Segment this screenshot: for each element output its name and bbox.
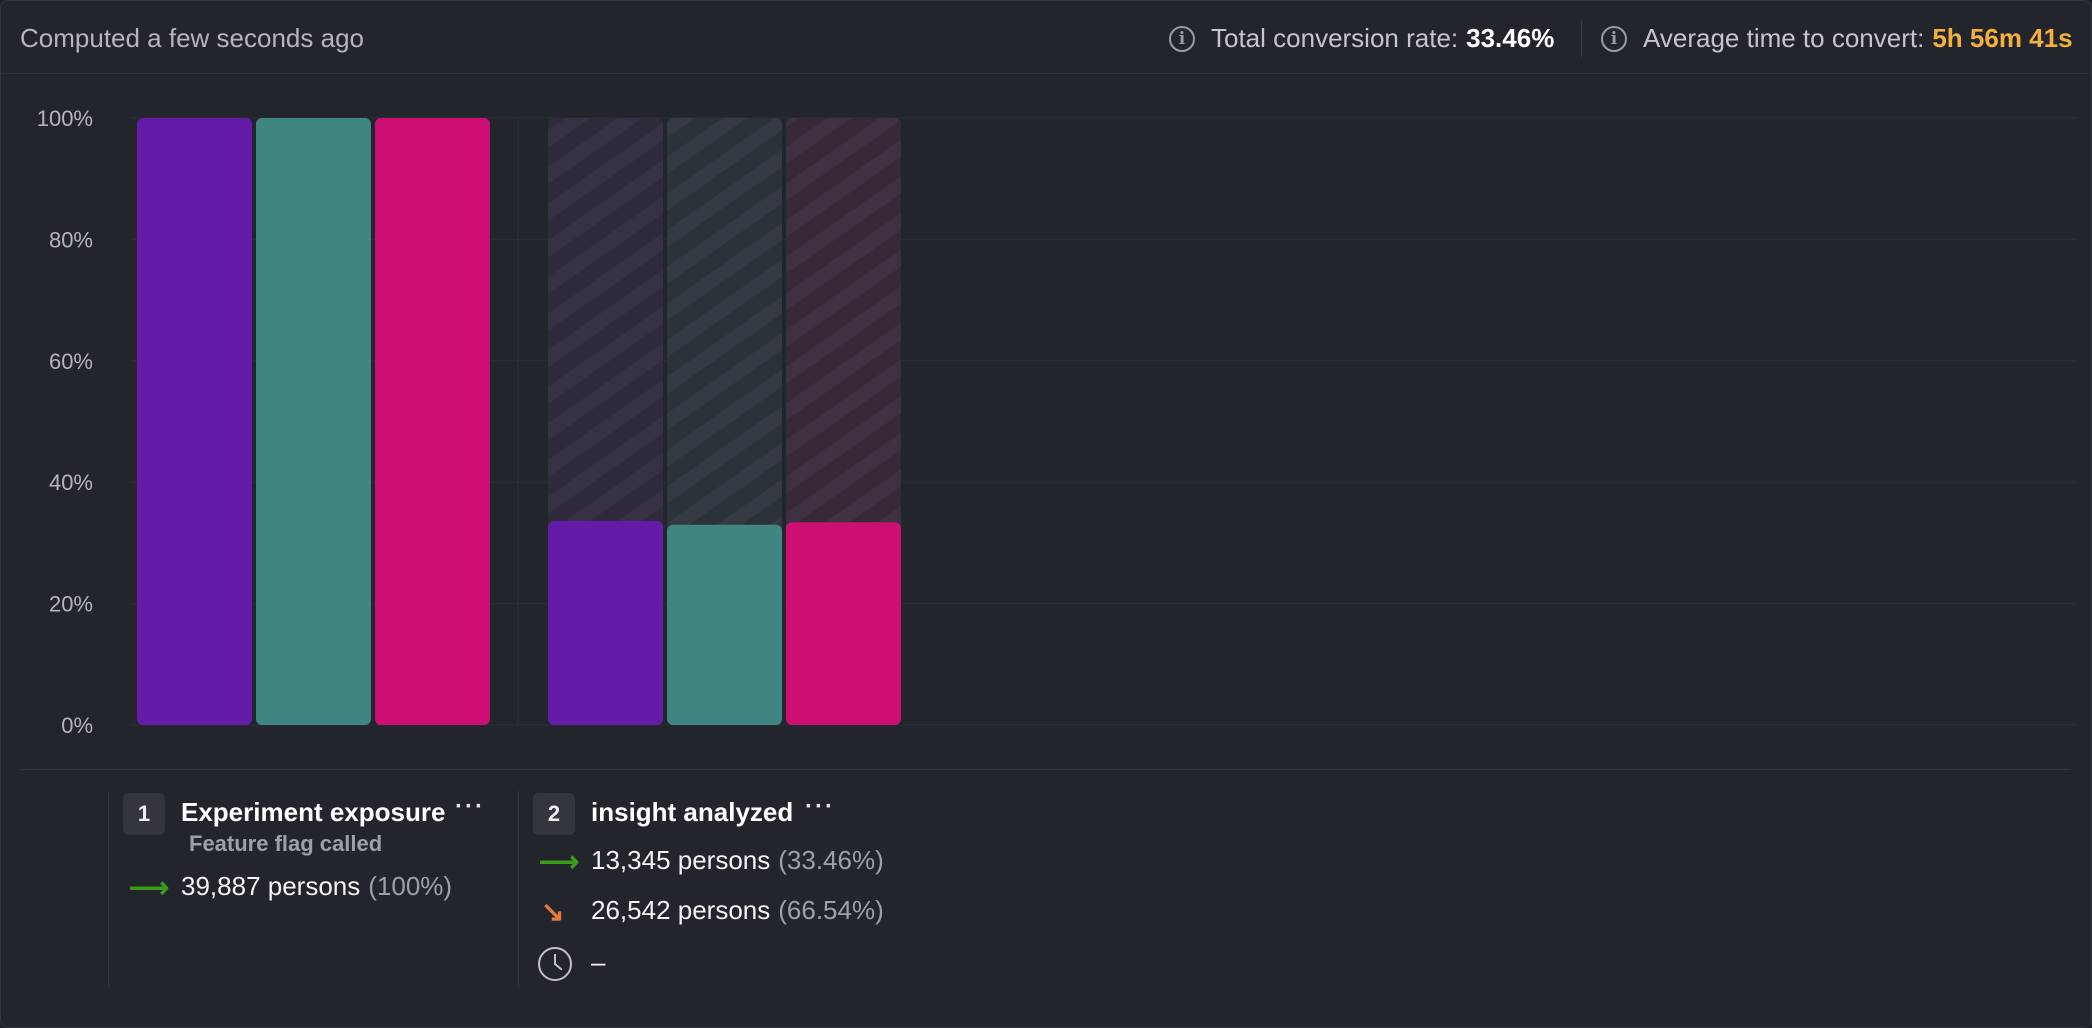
- funnel-bar-chart: 0% 20% 40% 60% 80% 100%: [37, 106, 2076, 738]
- header-divider: [1581, 21, 1582, 57]
- funnel-header: Computed a few seconds ago i Total conve…: [1, 1, 2091, 74]
- y-tick-label: 20%: [49, 592, 93, 617]
- converted-percent: (100%): [368, 871, 453, 901]
- step-column-divider: [518, 791, 519, 987]
- conversion-bar[interactable]: [667, 524, 782, 725]
- more-icon[interactable]: ···: [805, 793, 835, 820]
- arrow-right-icon: ⟶: [129, 872, 170, 903]
- step-converted-count[interactable]: 39,887 persons (100%): [181, 871, 452, 902]
- clock-icon: [538, 947, 572, 981]
- info-icon[interactable]: i: [1601, 25, 1627, 52]
- total-conversion-label: Total conversion rate:: [1211, 23, 1459, 53]
- arrow-down-right-icon: ↘: [541, 896, 565, 927]
- step-title[interactable]: insight analyzed: [591, 797, 794, 827]
- step-subtitle: Feature flag called: [189, 831, 383, 856]
- avg-time-value: 5h 56m 41s: [1932, 23, 2073, 53]
- y-tick-label: 0%: [61, 713, 93, 738]
- total-conversion-value: 33.46%: [1466, 23, 1555, 53]
- avg-time-label: Average time to convert:: [1643, 23, 1925, 53]
- dropped-percent: (66.54%): [778, 895, 884, 925]
- step-number-badge: 1: [123, 793, 165, 835]
- y-tick-label: 80%: [49, 227, 93, 252]
- arrow-right-icon: ⟶: [539, 846, 580, 877]
- step-column-divider: [108, 791, 109, 987]
- dropoff-tint: [786, 118, 901, 523]
- step-converted-count[interactable]: 13,345 persons (33.46%): [591, 845, 884, 876]
- legend-divider: [21, 769, 2071, 770]
- y-tick-label: 100%: [37, 106, 93, 131]
- converted-persons: 13,345 persons: [591, 845, 771, 875]
- computed-timestamp: Computed a few seconds ago: [20, 23, 364, 53]
- step-number-badge: 2: [533, 793, 575, 835]
- step-dropped-count[interactable]: 26,542 persons (66.54%): [591, 895, 884, 926]
- conversion-bar[interactable]: [137, 118, 252, 725]
- y-tick-label: 40%: [49, 470, 93, 495]
- conversion-bar[interactable]: [256, 118, 371, 725]
- info-icon[interactable]: i: [1169, 25, 1195, 52]
- converted-persons: 39,887 persons: [181, 871, 361, 901]
- dropoff-tint: [667, 118, 782, 525]
- conversion-bar[interactable]: [548, 521, 663, 725]
- dropoff-tint: [548, 118, 663, 522]
- funnel-chart: 0% 20% 40% 60% 80% 100%: [1, 74, 2091, 769]
- dropped-persons: 26,542 persons: [591, 895, 771, 925]
- step-time-to-convert: –: [591, 947, 606, 977]
- conversion-bar[interactable]: [375, 118, 490, 725]
- more-icon[interactable]: ···: [455, 793, 485, 820]
- converted-percent: (33.46%): [778, 845, 884, 875]
- avg-time-stat: i Average time to convert: 5h 56m 41s: [1601, 23, 2073, 54]
- conversion-bar[interactable]: [786, 522, 901, 725]
- total-conversion-stat: i Total conversion rate: 33.46%: [1169, 23, 1554, 54]
- step-title[interactable]: Experiment exposure: [181, 797, 446, 827]
- y-tick-label: 60%: [49, 349, 93, 374]
